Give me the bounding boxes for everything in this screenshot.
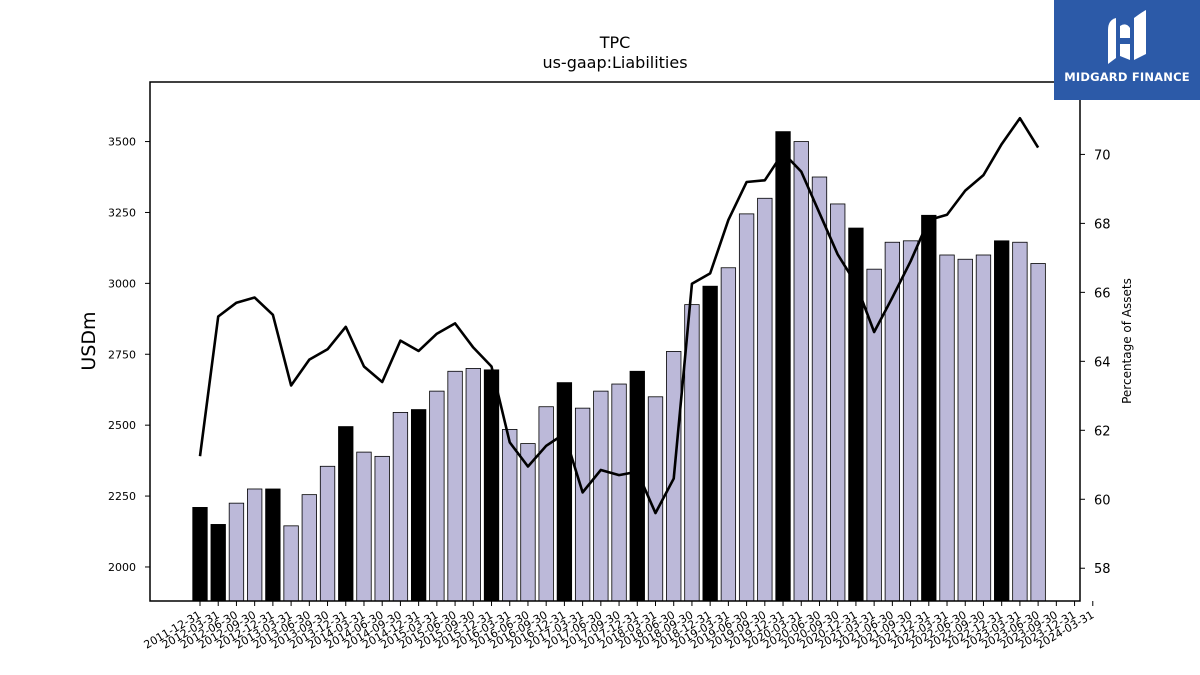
bars-layer	[192, 131, 1046, 602]
y2-tick-label: 68	[1094, 217, 1111, 232]
y2-tick-label: 70	[1094, 148, 1111, 163]
chart-title: TPC	[599, 33, 631, 52]
bar	[574, 407, 591, 602]
bar	[210, 524, 226, 602]
plot-frame	[149, 81, 1081, 602]
bar	[994, 240, 1010, 602]
chart-subtitle: us-gaap:Liabilities	[542, 53, 687, 72]
y2-tick-label: 66	[1094, 286, 1111, 301]
line-layer	[198, 116, 1040, 515]
percentage-line	[198, 116, 1040, 515]
y-axis-label: USDm	[78, 311, 100, 370]
brand-name: MIDGARD FINANCE	[1064, 70, 1190, 84]
bar	[939, 254, 955, 602]
bar	[283, 525, 299, 602]
y-tick-label: 2000	[108, 561, 136, 574]
y2-tick-label: 60	[1094, 493, 1111, 508]
bar	[757, 197, 773, 602]
y2-tick-label: 64	[1094, 355, 1111, 370]
bar	[410, 409, 427, 602]
bar	[556, 382, 573, 602]
bar	[720, 267, 737, 602]
bar	[483, 369, 500, 602]
bar	[319, 465, 336, 602]
x-axis: 2011-12-312012-03-312012-06-302012-09-30…	[142, 601, 1096, 652]
bar	[811, 176, 828, 602]
bar	[465, 368, 481, 602]
y-tick-label: 3250	[108, 206, 136, 219]
y2-tick-label: 58	[1094, 562, 1111, 577]
bar	[356, 451, 372, 602]
bar	[611, 383, 627, 602]
bar	[429, 390, 445, 602]
bar	[247, 488, 263, 602]
bar	[1030, 263, 1046, 602]
bar	[975, 254, 992, 602]
bar	[374, 455, 390, 602]
left-axis: 2000 2250 2500 2750 3000 3250 3500	[108, 136, 150, 574]
y-tick-label: 2750	[108, 348, 136, 361]
bar	[793, 141, 809, 602]
bar	[192, 507, 208, 602]
y2-axis-label: Percentage of Assets	[1120, 278, 1134, 404]
y-tick-label: 2250	[108, 490, 136, 503]
y-tick-label: 2500	[108, 419, 136, 432]
bar	[301, 494, 317, 602]
bar	[902, 240, 919, 602]
bar	[957, 258, 973, 602]
bar	[447, 370, 463, 602]
bar	[392, 411, 409, 602]
right-axis: 58 60 62 64 66 68 70	[1080, 148, 1111, 577]
bar	[265, 488, 281, 602]
bar	[1012, 241, 1028, 602]
bar	[702, 285, 718, 602]
bar	[775, 131, 791, 602]
bar	[921, 214, 937, 602]
y2-tick-label: 62	[1094, 424, 1111, 439]
bar	[738, 213, 755, 602]
midgard-mark-icon	[1108, 10, 1146, 64]
y-tick-label: 3500	[108, 136, 136, 149]
bar	[502, 429, 518, 602]
bar	[593, 390, 609, 602]
brand-logo: MIDGARD FINANCE	[1054, 0, 1200, 100]
bar	[228, 502, 245, 602]
bar	[338, 426, 354, 602]
y-tick-label: 3000	[108, 277, 136, 290]
bar	[538, 406, 554, 602]
